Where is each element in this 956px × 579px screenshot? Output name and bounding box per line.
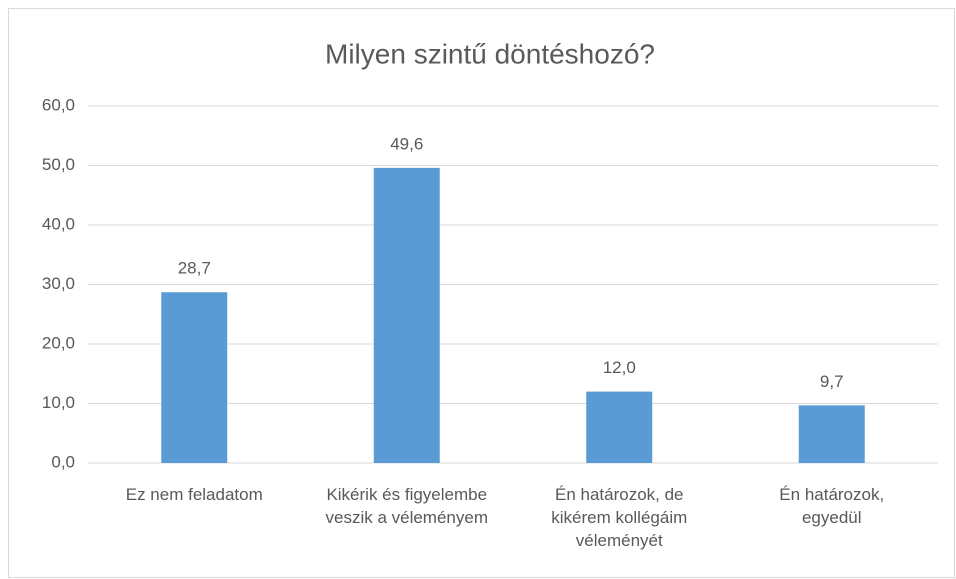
y-tick-label: 50,0 (42, 155, 75, 174)
x-tick-label: Én határozok, de kikérem kollégáim vélem… (551, 485, 688, 550)
chart-title: Milyen szintű döntéshozó? (325, 38, 655, 69)
x-tick-label: Kikérik és figyelembe veszik a véleménye… (325, 485, 488, 527)
y-tick-label: 60,0 (42, 95, 75, 114)
chart-border (8, 8, 955, 578)
y-tick-label: 40,0 (42, 214, 75, 233)
data-label: 12,0 (603, 358, 636, 377)
y-tick-label: 10,0 (42, 393, 75, 412)
data-label: 49,6 (390, 134, 423, 153)
bar (798, 405, 865, 463)
data-label: 28,7 (178, 259, 211, 278)
y-tick-label: 30,0 (42, 274, 75, 293)
x-tick-label: Én határozok, egyedül (779, 485, 885, 527)
data-label: 9,7 (820, 372, 844, 391)
bar (373, 167, 440, 463)
x-tick-label: Ez nem feladatom (125, 485, 263, 504)
bar (586, 391, 653, 463)
y-tick-label: 20,0 (42, 333, 75, 352)
bar (161, 292, 228, 463)
y-tick-label: 0,0 (51, 452, 75, 471)
